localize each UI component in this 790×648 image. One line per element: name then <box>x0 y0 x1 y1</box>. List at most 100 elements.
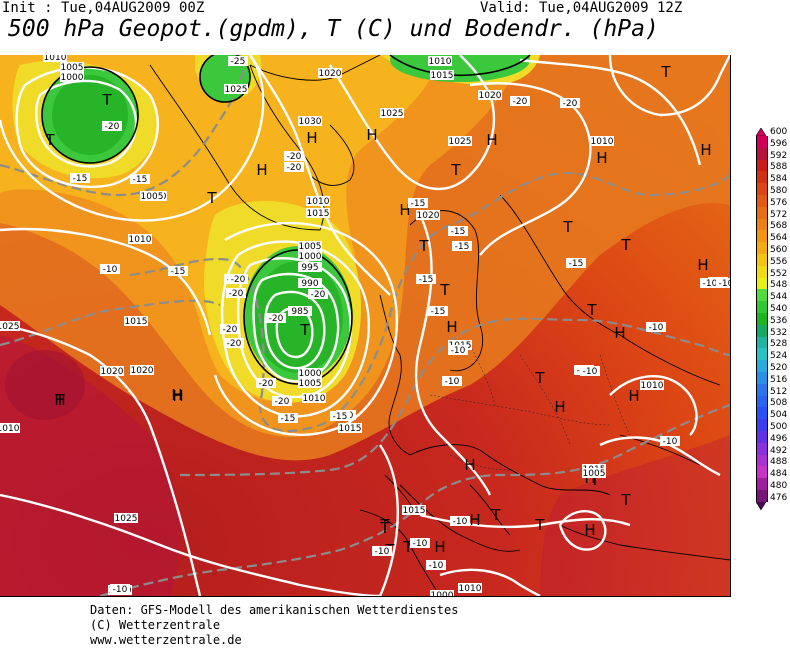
isobar-label: 1005 <box>140 191 164 202</box>
legend-swatch <box>756 372 768 384</box>
isotherm-label: -10 <box>448 345 468 356</box>
svg-text:-25: -25 <box>231 57 246 67</box>
isotherm-label: -15 <box>130 174 150 185</box>
isobar-label: 1025 <box>114 513 138 524</box>
isotherm-label: -20 <box>220 324 240 335</box>
svg-text:-20: -20 <box>231 275 246 285</box>
svg-text:1010: 1010 <box>307 197 330 207</box>
svg-text:-10: -10 <box>703 279 718 289</box>
legend-swatch <box>756 442 768 455</box>
map-canvas: TTTHHHHHTHTTHTTHTTHHTHHTHHHTTHTTTTHTTHHT… <box>0 55 730 596</box>
svg-text:-15: -15 <box>419 275 434 285</box>
init-time: Init : Tue,04AUG2009 00Z <box>2 0 205 16</box>
isobar-label: 1015 <box>124 316 148 327</box>
isotherm-label: -20 <box>228 274 248 285</box>
legend-swatch <box>756 301 768 313</box>
isobar-label: 1020 <box>478 90 502 101</box>
legend-swatch <box>756 407 768 420</box>
svg-text:1010: 1010 <box>44 55 67 63</box>
legend-swatch <box>756 478 768 490</box>
isotherm-label: -15 <box>566 258 586 269</box>
svg-text:1005: 1005 <box>583 469 606 479</box>
low-pressure-marker: T <box>299 321 310 339</box>
svg-text:-20: -20 <box>513 97 528 107</box>
legend-bottom-arrow <box>756 501 767 511</box>
high-pressure-marker: H <box>54 391 65 409</box>
isobar-label: 1010 <box>590 136 614 147</box>
isotherm-labels: -20-25-20-20-20-15-15-10-15-20-20-20-20-… <box>70 56 730 595</box>
footer-copyright: (C) Wetterzentrale <box>90 618 221 632</box>
low-pressure-marker: T <box>379 519 390 537</box>
coastlines <box>149 55 730 596</box>
high-pressure-marker: H <box>172 387 183 405</box>
isotherm-label: -15 <box>408 198 428 209</box>
legend-value: 600 <box>770 127 788 137</box>
isotherm-label: -15 <box>416 274 436 285</box>
legend-swatch <box>756 254 768 266</box>
weather-map: TTTHHHHHTHTTHTTHTTHHTHHTHHHTTHTTTTHTTHHT… <box>0 55 731 597</box>
isotherm-label: -10 <box>442 376 462 387</box>
geopotential-ridge-africa <box>540 435 730 596</box>
high-pressure-marker: H <box>446 318 457 336</box>
low-pressure-marker: T <box>206 189 217 207</box>
svg-text:-15: -15 <box>451 227 466 237</box>
footer-website[interactable]: www.wetterzentrale.de <box>90 633 242 647</box>
isobar-label: 1005 <box>298 241 322 252</box>
map-title: 500 hPa Geopot.(gpdm), T (C) und Bodendr… <box>8 16 659 42</box>
svg-text:1025: 1025 <box>449 137 472 147</box>
svg-text:-20: -20 <box>311 290 326 300</box>
svg-text:1010: 1010 <box>591 137 614 147</box>
isotherm-label: -15 <box>448 226 468 237</box>
footer-data-source: Daten: GFS-Modell des amerikanischen Wet… <box>90 603 459 617</box>
isobar-label: 1010 <box>302 393 326 404</box>
svg-text:-20: -20 <box>223 325 238 335</box>
svg-text:-20: -20 <box>275 397 290 407</box>
legend-swatch <box>756 195 768 207</box>
legend-swatch <box>756 230 768 243</box>
low-pressure-marker: T <box>620 491 631 509</box>
legend-swatch <box>756 431 768 443</box>
svg-text:-15: -15 <box>333 412 348 422</box>
svg-text:-10: -10 <box>453 517 468 527</box>
svg-text:985: 985 <box>291 307 308 317</box>
svg-text:-15: -15 <box>455 242 470 252</box>
isotherm-label: -10 <box>716 278 730 289</box>
svg-text:-10: -10 <box>113 585 128 595</box>
high-pressure-marker: H <box>596 149 607 167</box>
legend-value: 584 <box>770 174 788 185</box>
isobar-label: 1010 <box>128 234 152 245</box>
legend-value: 552 <box>770 268 788 279</box>
low-pressure-marker: T <box>562 218 573 236</box>
legend-swatch <box>756 136 768 148</box>
isotherm-label: -10 <box>110 584 130 595</box>
svg-text:-10: -10 <box>649 323 664 333</box>
legend-value: 492 <box>770 445 788 456</box>
high-pressure-marker: H <box>306 129 317 147</box>
isobar-label: 1010 <box>0 423 20 434</box>
legend-value: 508 <box>770 398 788 409</box>
svg-text:-20: -20 <box>105 122 120 132</box>
legend-value: 580 <box>770 186 788 196</box>
isobar-label: 1020 <box>318 68 342 79</box>
valid-time: Valid: Tue,04AUG2009 12Z <box>480 0 683 16</box>
low-pressure-marker: T <box>379 516 390 534</box>
legend-value: 516 <box>770 374 788 385</box>
isobar-label: 1010 <box>458 583 482 594</box>
legend-value: 572 <box>770 209 788 220</box>
color-legend: 600 596 592 588 584 580 576 572 568 564 560 556 552 5… <box>756 127 790 526</box>
svg-text:1020: 1020 <box>319 69 342 79</box>
isotherm-label: -10 <box>580 366 600 377</box>
legend-swatch <box>756 360 768 372</box>
svg-text:1010: 1010 <box>429 57 452 67</box>
legend-swatch <box>756 159 768 172</box>
legend-swatch <box>756 348 768 361</box>
high-pressure-marker: H <box>486 131 497 149</box>
isobar-label: 1015 <box>430 70 454 81</box>
isobar-label: 1020 <box>100 366 124 377</box>
svg-text:-10: -10 <box>413 539 428 549</box>
low-pressure-marker: T <box>44 131 55 149</box>
legend-swatch <box>756 324 768 337</box>
svg-text:1005: 1005 <box>141 192 164 202</box>
svg-text:990: 990 <box>301 279 318 289</box>
footer-credits: Daten: GFS-Modell des amerikanischen Wet… <box>90 603 458 648</box>
